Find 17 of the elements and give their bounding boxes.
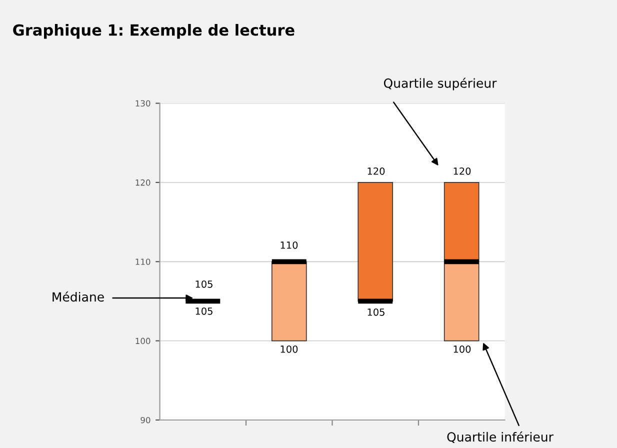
annotation: 100 xyxy=(280,345,298,353)
y-tick-label: 90 xyxy=(140,416,150,424)
y-tick-label: 110 xyxy=(136,258,150,265)
annotation: 100 xyxy=(454,345,471,353)
annotation: 105 xyxy=(196,280,212,288)
annotation: 105 xyxy=(368,308,384,316)
annotation: 120 xyxy=(368,167,385,175)
text: Quartile inférieur xyxy=(447,431,554,444)
annotation: 105 xyxy=(196,307,212,315)
text: Quartile supérieur xyxy=(384,78,497,90)
y-tick-label: 100 xyxy=(136,338,150,344)
chart-title: Graphique 1: Exemple de lecture xyxy=(13,24,294,39)
text: Médiane xyxy=(52,291,104,302)
annotation: 110 xyxy=(280,241,298,249)
annotation: 120 xyxy=(454,167,471,175)
y-tick-label: 130 xyxy=(136,100,150,107)
y-tick-label: 120 xyxy=(136,179,150,186)
